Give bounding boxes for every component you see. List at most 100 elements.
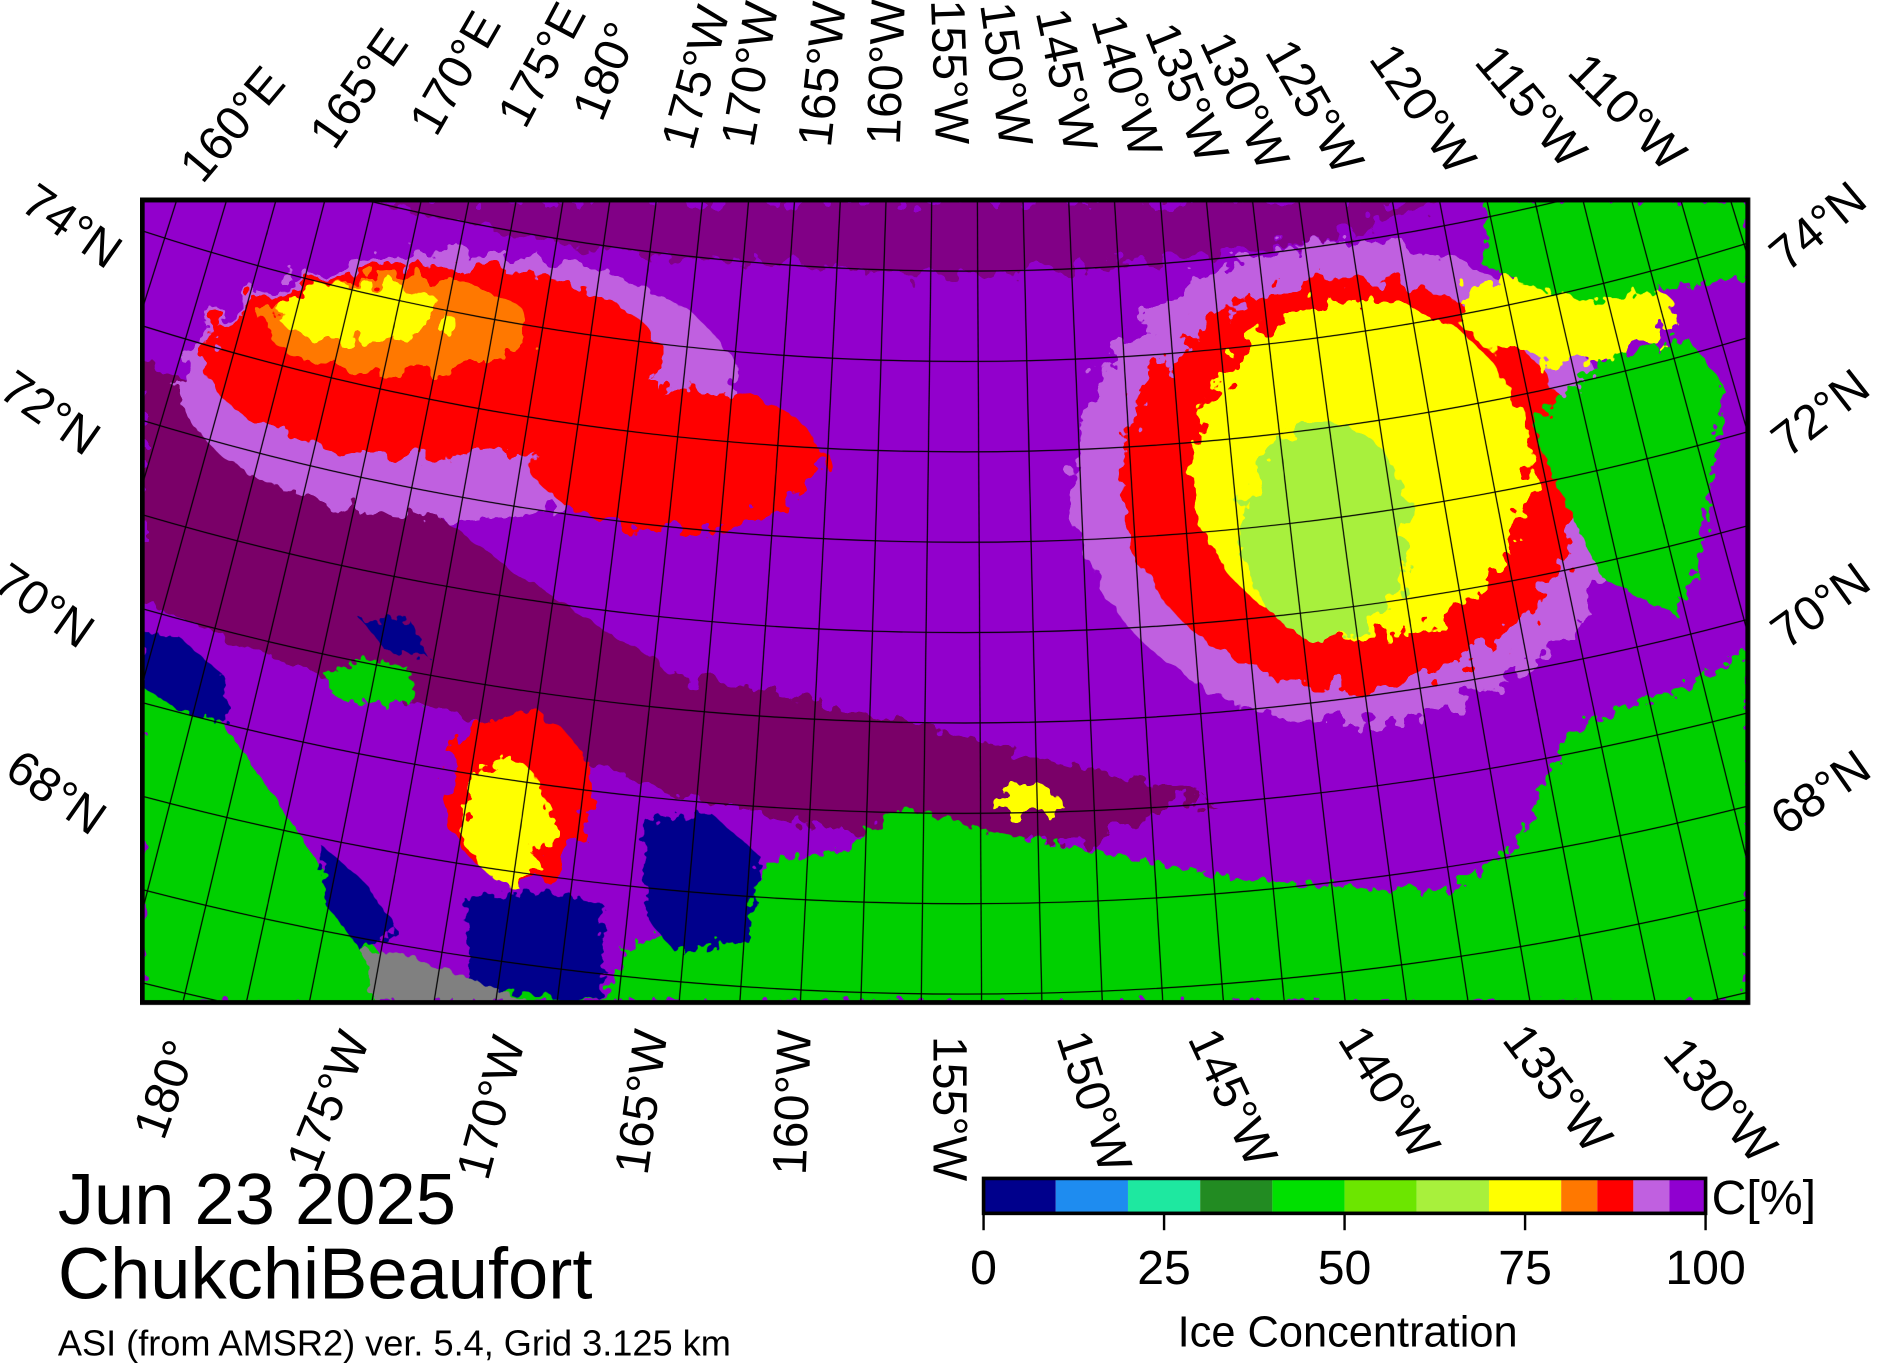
- open-water: [319, 843, 398, 952]
- colorbar-unit: C[%]: [1712, 1171, 1816, 1225]
- open-water: [464, 891, 603, 1003]
- date: Jun 23 2025: [58, 1160, 456, 1240]
- colorbar-tick-label: 0: [970, 1241, 997, 1295]
- longitude-label: 155°W: [922, 1036, 976, 1182]
- colorbar-segment: [1633, 1178, 1670, 1214]
- meridian: [0, 0, 71, 1068]
- colorbar-segment: [983, 1178, 1056, 1214]
- latitude-label: 72°N: [0, 360, 110, 466]
- meridian: [0, 0, 112, 1092]
- latitude-label: 74°N: [1759, 171, 1876, 282]
- longitude-label: 160°W: [857, 0, 916, 146]
- meridian: [678, 200, 750, 1003]
- meridian: [1840, 0, 1890, 1078]
- meridian: [920, 200, 933, 1003]
- meridian: [556, 200, 657, 1003]
- meridian: [1205, 200, 1285, 1003]
- colorbar: 0 25 50 75 100: [970, 1176, 1746, 1295]
- meridian: [1881, 0, 1890, 1054]
- open-water: [142, 632, 230, 723]
- map-frame: [139, 197, 1751, 1005]
- meridian: [739, 200, 796, 1003]
- meridian: [142, 200, 228, 487]
- meridian: [1582, 200, 1748, 867]
- land: [602, 650, 1748, 1003]
- land: [1482, 200, 1748, 302]
- open-water: [361, 620, 428, 657]
- latitude-label: 68°N: [1761, 740, 1880, 846]
- colorbar-segment: [1561, 1178, 1598, 1214]
- colorbar-tick-label: 50: [1318, 1241, 1372, 1295]
- longitude-label: 110°W: [1558, 43, 1697, 182]
- meridian: [1068, 200, 1103, 1003]
- meridian: [799, 200, 841, 1003]
- graticule: [0, 0, 1890, 1124]
- longitude-label: 165°W: [788, 0, 857, 149]
- ice-patch: [277, 283, 446, 344]
- latitude-label: 70°N: [1761, 552, 1880, 659]
- meridian: [976, 200, 983, 1003]
- meridian: [371, 200, 517, 1003]
- meridian: [1438, 200, 1594, 1003]
- ice-pattern: [142, 200, 1676, 880]
- longitude-label: 160°E: [169, 57, 295, 193]
- meridian: [1680, 200, 1748, 436]
- meridian: [433, 200, 564, 1003]
- longitude-label: 130°W: [1653, 1027, 1788, 1173]
- ice-patch: [988, 786, 1061, 816]
- meridian: [860, 200, 887, 1003]
- longitude-label: 180°: [123, 1033, 208, 1145]
- map-area: [0, 0, 1890, 1124]
- ice-patch: [1241, 421, 1411, 639]
- colorbar-tick-label: 75: [1498, 1241, 1552, 1295]
- meridian: [182, 200, 374, 1003]
- land-and-water: [142, 200, 1748, 1003]
- meridian: [1757, 0, 1890, 1124]
- longitude-label: 115°W: [1465, 35, 1598, 179]
- region: ChukchiBeaufort: [58, 1235, 593, 1315]
- colorbar-segment: [1344, 1178, 1417, 1214]
- colorbar-segment: [1200, 1178, 1273, 1214]
- longitude-label: 160°W: [763, 1028, 822, 1175]
- open-water: [644, 813, 760, 952]
- meridian: [1298, 200, 1408, 1003]
- colorbar-segment: [1272, 1178, 1345, 1214]
- longitude-label: 150°W: [1046, 1024, 1142, 1179]
- meridian: [1344, 200, 1469, 1003]
- longitude-label: 145°W: [1177, 1020, 1288, 1175]
- source: ASI (from AMSR2) ver. 5.4, Grid 3.125 km: [58, 1322, 731, 1363]
- colorbar-segment: [1127, 1178, 1201, 1214]
- meridian: [1391, 200, 1531, 1003]
- land: [142, 674, 603, 1003]
- colorbar-segment: [1055, 1178, 1128, 1214]
- meridian: [1113, 200, 1164, 1003]
- longitude-label: 155°W: [920, 0, 979, 146]
- dense-ice: [361, 200, 1447, 278]
- meridian: [1799, 0, 1890, 1102]
- latitude-label: 74°N: [12, 173, 131, 279]
- ice-patch: [464, 759, 549, 880]
- meridian: [308, 200, 470, 1003]
- latitude-label: 70°N: [0, 553, 104, 659]
- no-data: [361, 951, 531, 1003]
- longitude-label: 170°E: [399, 3, 512, 144]
- meridian: [1729, 200, 1748, 259]
- colorbar-tick-label: 100: [1665, 1241, 1745, 1295]
- meridian: [1022, 200, 1043, 1003]
- meridian: [142, 200, 277, 687]
- longitude-label: 165°E: [299, 19, 419, 158]
- longitude-label: 170°W: [446, 1030, 536, 1185]
- latitude-label: 68°N: [0, 740, 116, 846]
- colorbar-tick-label: 25: [1137, 1241, 1191, 1295]
- longitude-label: 165°W: [605, 1026, 679, 1178]
- colorbar-segment: [1669, 1178, 1706, 1214]
- meridian: [1534, 200, 1720, 1003]
- longitude-label: 135°W: [1492, 1014, 1623, 1163]
- longitude-label: 140°W: [1328, 1016, 1451, 1168]
- colorbar-segment: [1416, 1178, 1489, 1214]
- latitude-label: 72°N: [1761, 359, 1879, 468]
- colorbar-label: Ice Concentration: [1178, 1309, 1518, 1357]
- meridian: [0, 0, 30, 1043]
